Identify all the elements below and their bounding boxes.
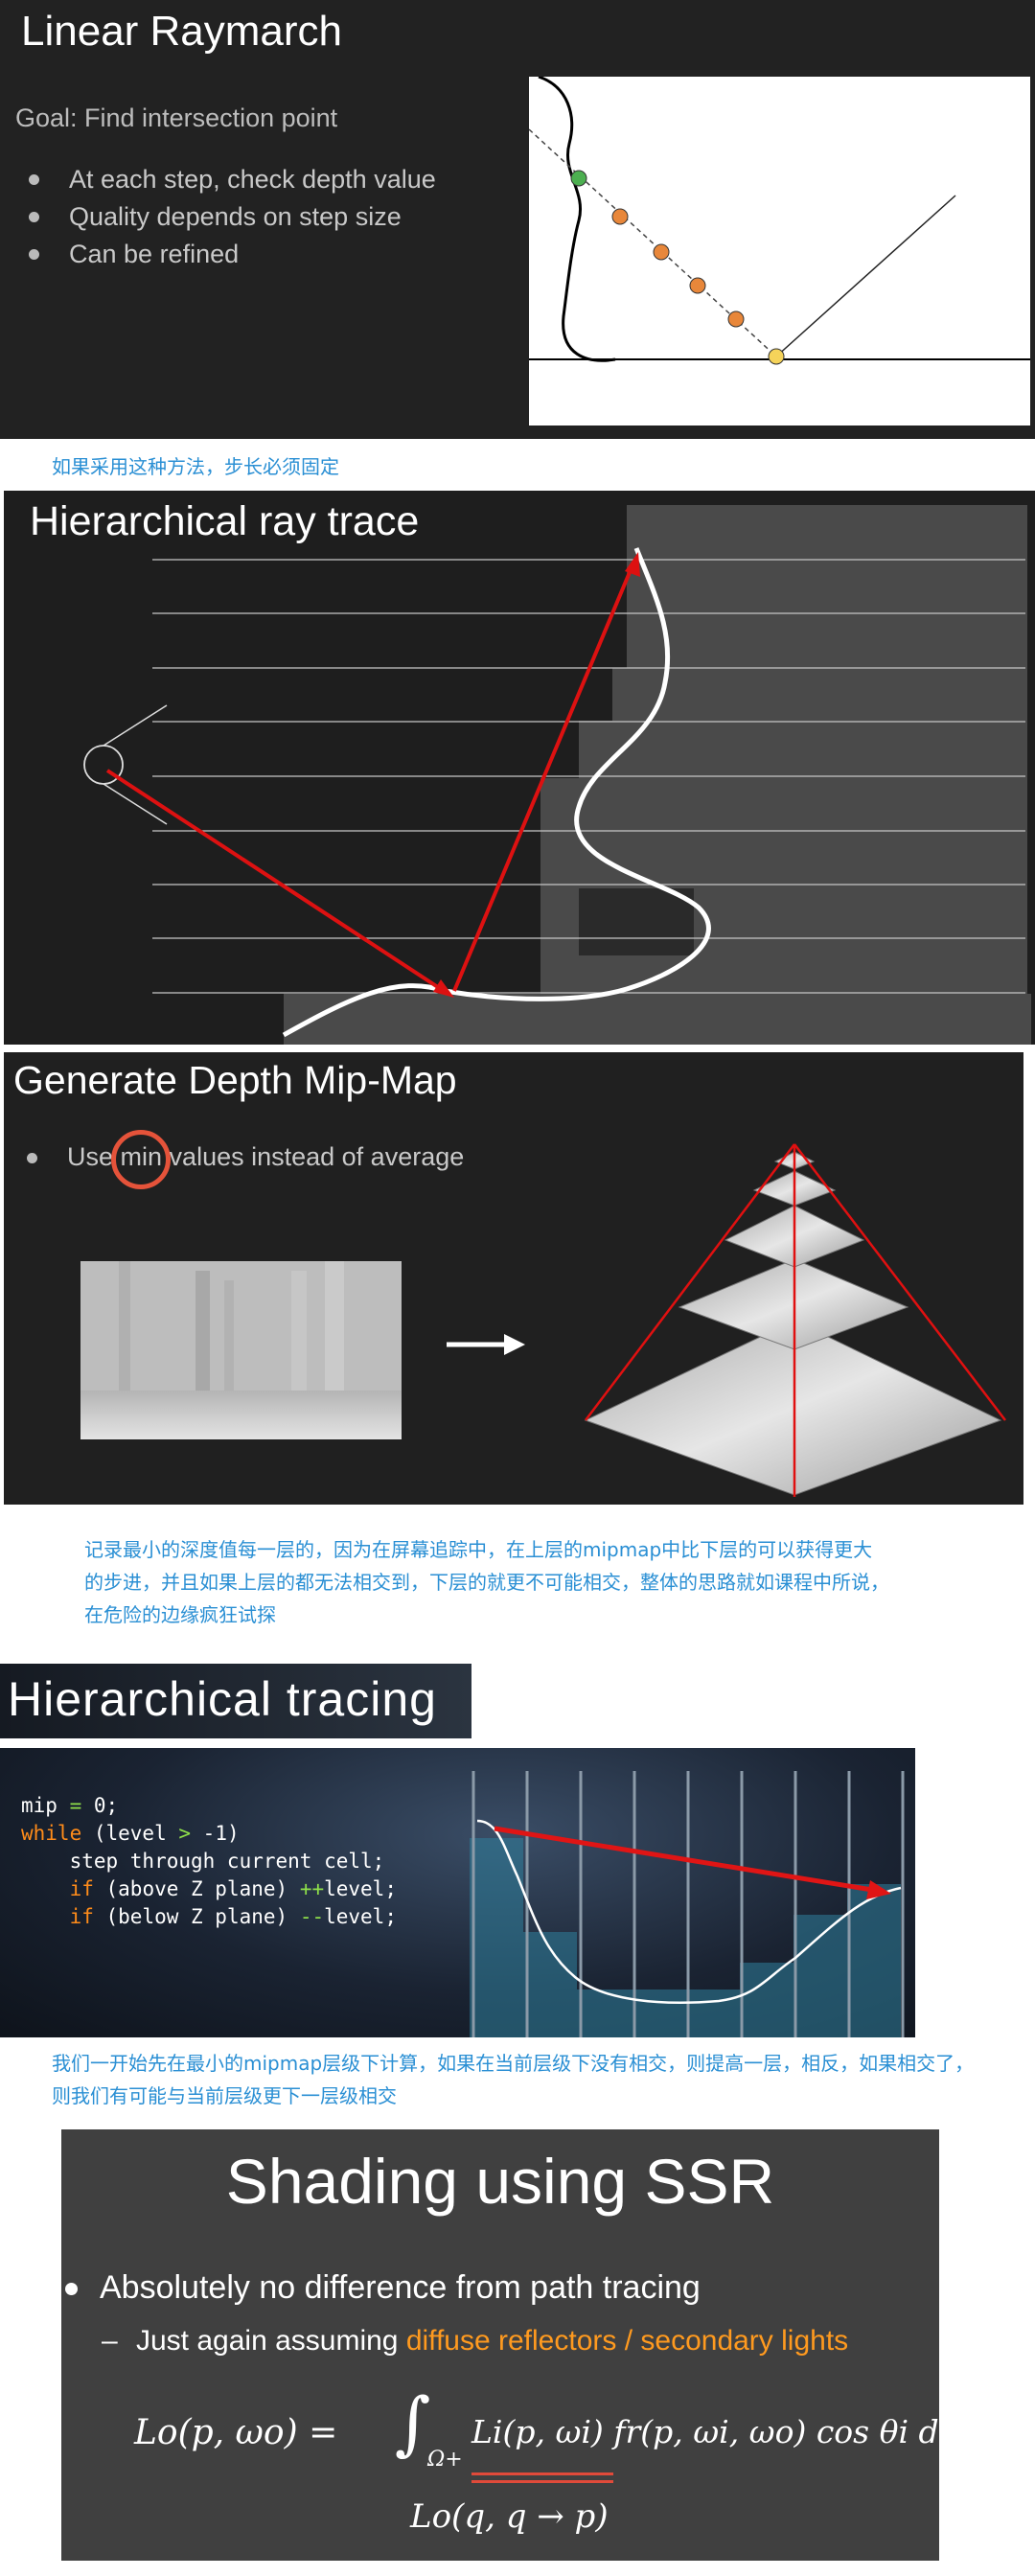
note-min-depth: 记录最小的深度值每一层的，因为在屏幕追踪中，在上层的mipmap中比下层的可以获… bbox=[84, 1538, 889, 1626]
slide-title: Hierarchical tracing bbox=[8, 1672, 437, 1726]
code-line-3: step through current cell; bbox=[21, 1850, 385, 1873]
slide-title: Generate Depth Mip-Map bbox=[13, 1058, 457, 1102]
sub-bullet-text: Just again assuming bbox=[136, 2325, 406, 2357]
bullet-item: Absolutely no difference from path traci… bbox=[100, 2269, 701, 2306]
hierarchical-tracing-header: Hierarchical tracing bbox=[0, 1664, 472, 1738]
slide-title: Linear Raymarch bbox=[21, 8, 343, 55]
bullet-dot-icon bbox=[27, 1153, 37, 1163]
step-point-orange bbox=[653, 243, 670, 261]
slide-hierarchical-ray-trace: Hierarchical ray trace bbox=[4, 491, 1035, 1045]
bullet-dot-icon bbox=[29, 249, 39, 260]
underline-mark bbox=[472, 2480, 613, 2483]
equation-domain: Ω+ bbox=[427, 2448, 463, 2472]
equation-lhs: Lo(p, ωo) = bbox=[134, 2413, 338, 2452]
code-line-5: if (below Z plane) --level; bbox=[69, 1905, 397, 1928]
bullet-dot-icon bbox=[29, 174, 39, 185]
highlight-circle bbox=[111, 1130, 171, 1189]
step-point-orange bbox=[689, 277, 706, 294]
step-point-orange bbox=[727, 310, 745, 328]
ray-down bbox=[105, 769, 448, 995]
bullet-text-suffix: values instead of average bbox=[162, 1142, 465, 1171]
bullet-dot-icon bbox=[29, 212, 39, 222]
sub-bullet-dash: – bbox=[102, 2325, 118, 2357]
sub-bullet-highlight: diffuse reflectors / secondary lights bbox=[405, 2325, 849, 2357]
note-step-fixed: 如果采用这种方法，步长必须固定 bbox=[52, 455, 339, 478]
arrow-right-icon bbox=[447, 1334, 525, 1355]
depth-thumbnail bbox=[80, 1261, 402, 1439]
bullet-item: Can be refined bbox=[69, 240, 240, 268]
trace-ray bbox=[494, 1826, 873, 1893]
hierarchical-tracing-diagram bbox=[470, 1771, 905, 2037]
bullet-item: Quality depends on step size bbox=[69, 202, 402, 231]
slide-depth-mipmap: Generate Depth Mip-Map Use min values in… bbox=[4, 1052, 1024, 1505]
code-line-1: mip = 0; bbox=[21, 1794, 119, 1817]
hit-point-green bbox=[570, 170, 587, 187]
slide-linear-raymarch: Linear Raymarch Goal: Find intersection … bbox=[0, 0, 1035, 439]
note-mip-level: 我们一开始先在最小的mipmap层级下计算，如果在当前层级下没有相交，则提高一层… bbox=[52, 2052, 975, 2107]
slide-hierarchical-tracing: mip = 0; while (level > -1) step through… bbox=[0, 1748, 915, 2037]
bullet-dot-icon bbox=[65, 2283, 78, 2295]
slide-title: Hierarchical ray trace bbox=[30, 498, 420, 544]
slide-shading-ssr: Shading using SSR Absolutely no differen… bbox=[61, 2129, 939, 2561]
code-line-4: if (above Z plane) ++level; bbox=[69, 1877, 397, 1900]
origin-point-yellow bbox=[768, 348, 785, 365]
step-point-orange bbox=[611, 208, 629, 225]
ray-up bbox=[452, 564, 634, 992]
bullet-item: At each step, check depth value bbox=[69, 165, 436, 194]
mipmap-pyramid bbox=[584, 1143, 1006, 1497]
code-line-2: while (level > -1) bbox=[21, 1822, 240, 1845]
integral-icon: ∫ bbox=[395, 2382, 431, 2463]
slide-title: Shading using SSR bbox=[225, 2146, 775, 2217]
ray-trace-diagram bbox=[83, 505, 1031, 1045]
pseudo-code-block: mip = 0; while (level > -1) step through… bbox=[21, 1792, 397, 1931]
bullet-text-prefix: Use bbox=[67, 1142, 121, 1171]
depth-curve bbox=[538, 77, 616, 362]
reflection-ray bbox=[775, 195, 956, 357]
underline-mark bbox=[472, 2472, 613, 2475]
rendering-equation: Lo(p, ωo) = ∫ Ω+ Li(p, ωi) fr(p, ωi, ωo)… bbox=[134, 2382, 939, 2484]
depth-profile-curve bbox=[476, 1819, 902, 2004]
raymarch-diagram bbox=[529, 77, 1030, 426]
goal-text: Goal: Find intersection point bbox=[15, 104, 338, 132]
sub-bullet-item: Just again assuming diffuse reflectors /… bbox=[136, 2325, 848, 2358]
equation-rhs: Li(p, ωi) fr(p, ωi, ωo) cos θi dωi bbox=[472, 2413, 939, 2450]
equation-substitute: Lo(q, q → p) bbox=[410, 2497, 609, 2536]
